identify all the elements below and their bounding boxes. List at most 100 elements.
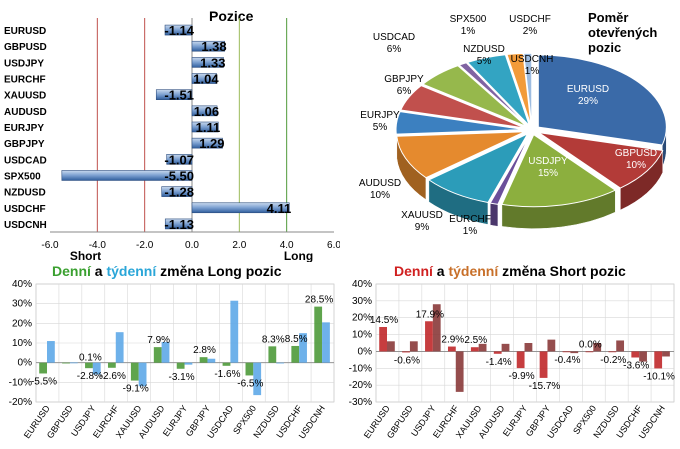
positions-chart-title: Pozice [209,8,254,24]
category-label: XAUUSD [4,91,46,102]
category-label: USDCNH [4,220,47,231]
pie-slice-label: USDCNH [511,54,554,65]
short-title-part: a [432,263,449,279]
pie-slice-label: GBPJPY [384,74,424,85]
series-bar [85,362,93,369]
position-bar [164,24,193,36]
long-title-part: a [90,263,107,279]
y-tick-label: 0% [18,358,33,369]
pie-slice [506,52,532,126]
data-label: 2.9% [441,335,464,346]
series-bar [161,342,170,363]
position-bar [164,218,193,230]
position-bar [191,105,218,117]
y-tick-label: 20% [352,313,372,324]
value-label: -1.14 [164,23,194,38]
short-annotation: Short [70,249,101,262]
series-bar [153,347,162,363]
x-tick-label: -4.0 [89,240,107,251]
long-change-chart: -20% -10% 0% 10% 20% 30% 40% -5.5% 0.1% -2.8%-2.6… [9,279,335,441]
data-label: -9.9% [508,371,534,382]
pie-slice-label: EURJPY [360,110,400,121]
pie-slice [458,62,529,127]
pie-slice [537,54,667,146]
y-tick-label: -10% [9,377,32,388]
position-bar [191,121,219,133]
data-label: 17.9% [416,309,444,320]
series-bar [432,304,441,352]
series-bar [547,339,556,352]
pie-slice-percent: 10% [370,190,390,201]
series-bar [47,341,55,363]
series-bar [130,362,139,381]
series-bar [516,351,525,369]
series-bar [291,345,300,363]
y-tick-label: -20% [9,397,32,408]
series-bar [493,351,502,354]
series-bar [447,346,456,352]
pie-slice-label: NZDUSD [463,44,505,55]
pie-slice-percent: 6% [387,44,402,55]
series-bar [379,326,388,352]
pie-slice [489,134,531,205]
data-label: -1.4% [486,357,512,368]
category-label: NZDUSD [4,188,46,199]
series-bar [207,358,216,363]
pie-slice-percent: 5% [373,122,388,133]
value-label: -1.13 [164,217,194,232]
data-label: -2.6% [100,371,126,382]
series-bar [409,341,418,352]
y-tick-label: 10% [352,330,372,341]
short-change-title: Denní a týdenní změna Short pozic [394,263,626,279]
series-bar [276,362,285,364]
value-label: 1.33 [200,55,225,70]
x-tick-label: 2.0 [232,240,246,251]
data-label: 8.3% [262,334,285,345]
category-label: GBPJPY [4,139,45,150]
series-bar [562,351,571,353]
series-bar [455,351,464,392]
category-label: EURUSD [4,26,46,37]
ratio-pie-chart: EURUSD29%GBPUSD10%USDJPY15%EURCHF1%XAUUS… [359,14,667,237]
x-tick-label: -2.0 [136,240,154,251]
y-tick-label: 40% [12,279,32,290]
pie-slice-label: XAUUSD [401,210,443,221]
category-label: SPX500 [4,171,41,182]
ratio-chart-title: Poměr otevřených pozic [588,10,657,55]
data-label: -6.5% [237,378,263,389]
pie-slice-side [489,202,499,227]
pie-slice-label: SPX500 [450,14,487,25]
value-label: -1.07 [164,152,194,167]
data-label: -0.2% [600,355,626,366]
series-bar [585,351,594,353]
value-label: 1.29 [199,136,224,151]
pie-slice-label: EURCHF [449,214,491,225]
series-bar [425,321,433,352]
y-tick-label: 10% [12,338,32,349]
value-label: 1.11 [196,120,221,135]
short-title-part: týdenní [448,263,499,279]
data-label: -1.6% [214,369,240,380]
pie-slice-percent: 5% [477,56,492,67]
category-label: EURJPY [4,123,44,134]
y-tick-label: 30% [12,299,32,310]
series-bar [176,362,185,369]
data-label: -0.6% [394,355,420,366]
position-bar [161,186,193,197]
value-label: -1.28 [164,185,194,200]
position-bar [61,170,193,181]
value-label: -5.50 [164,168,194,183]
series-bar [402,351,410,353]
y-tick-label: 20% [12,318,32,329]
pie-slice [396,131,525,179]
value-label: -1.51 [164,88,194,103]
pie-slice-percent: 6% [397,86,412,97]
y-tick-label: 40% [352,279,372,290]
data-label: -10.1% [643,371,675,382]
value-label: 1.06 [194,104,219,119]
data-label: -3.6% [623,360,649,371]
long-change-title: Denní a týdenní změna Long pozic [52,263,281,279]
pie-slice-percent: 1% [463,226,478,237]
position-bar [191,202,290,214]
